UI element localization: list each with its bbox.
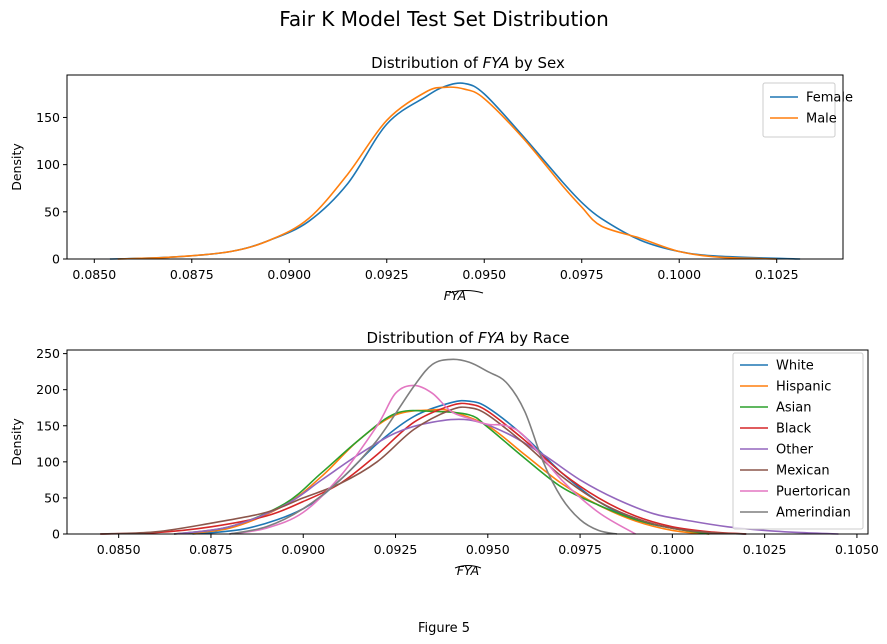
x-tick-label-race: 0.1000 xyxy=(650,542,694,557)
y-tick-label-race: 250 xyxy=(36,346,60,361)
legend-frame-race xyxy=(732,352,864,530)
subplot-sex-title-symbol: FYA xyxy=(483,54,510,72)
x-tick-label-sex: 0.0850 xyxy=(72,267,116,282)
y-tick-label-sex: 0 xyxy=(52,252,60,267)
legend-label-mexican: Mexican xyxy=(776,464,830,479)
series-line-sex-female xyxy=(109,82,801,260)
x-tick-label-sex: 0.1025 xyxy=(755,267,799,282)
subplot-race-title-symbol: FYA xyxy=(478,329,505,347)
legend-label-asian: Asian xyxy=(776,401,811,416)
y-tick-label-race: 0 xyxy=(52,527,60,542)
x-tick-label-race: 0.0850 xyxy=(97,542,141,557)
subplot-sex-title: Distribution of FYA by Sex xyxy=(371,54,565,72)
legend-label-male: Male xyxy=(806,112,837,127)
series-line-race-amerindian xyxy=(229,358,618,535)
legend-label-other: Other xyxy=(776,443,814,458)
x-tick-label-race: 0.0925 xyxy=(374,542,418,557)
subplot-sex-frame xyxy=(66,74,844,260)
series-line-race-asian xyxy=(173,409,710,535)
y-tick-label-sex: 100 xyxy=(36,157,60,172)
x-tick-label-sex: 0.0950 xyxy=(462,267,506,282)
x-tick-label-race: 0.0875 xyxy=(189,542,233,557)
subplot-sex: Distribution of FYA by Sex 0.0850 0.0875 0… xyxy=(9,54,853,303)
legend-label-black: Black xyxy=(776,422,812,437)
subplot-race-title: Distribution of FYA by Race xyxy=(366,329,569,347)
subplot-sex-ylabel: Density xyxy=(9,143,24,191)
y-tick-label-race: 200 xyxy=(36,382,60,397)
x-tick-label-sex: 0.0925 xyxy=(365,267,409,282)
figure-caption: Figure 5 xyxy=(418,621,470,636)
subplot-race-ylabel: Density xyxy=(9,418,24,466)
subplot-sex-xlabel: FYA xyxy=(444,288,466,303)
series-line-race-black xyxy=(100,402,747,535)
subplot-race-legend: White Hispanic Asian Black Other Mexican Puert… xyxy=(732,352,864,530)
y-tick-label-race: 50 xyxy=(44,490,60,505)
legend-label-amerindian: Amerindian xyxy=(776,506,851,521)
series-line-sex-male xyxy=(117,86,777,260)
x-tick-label-race: 0.1025 xyxy=(743,542,787,557)
subplot-race-xlabel-hat xyxy=(454,565,482,569)
x-tick-label-sex: 0.0875 xyxy=(170,267,214,282)
x-tick-label-sex: 0.0900 xyxy=(267,267,311,282)
legend-label-puertorican: Puertorican xyxy=(776,485,851,500)
subplot-race: Distribution of FYA by Race 0.0850 0.0875… xyxy=(9,329,879,578)
legend-label-white: White xyxy=(776,359,814,374)
subplot-sex-xlabel-hat xyxy=(448,290,484,294)
y-tick-label-race: 150 xyxy=(36,418,60,433)
y-tick-label-sex: 150 xyxy=(36,110,60,125)
x-tick-label-sex: 0.0975 xyxy=(560,267,604,282)
subplot-race-xlabel: FYA xyxy=(457,563,479,578)
legend-label-hispanic: Hispanic xyxy=(776,380,831,395)
subplot-race-frame xyxy=(66,349,869,535)
subplot-sex-legend: Female Male xyxy=(762,82,853,138)
y-tick-label-race: 100 xyxy=(36,454,60,469)
x-tick-label-sex: 0.1000 xyxy=(657,267,701,282)
x-tick-label-race: 0.0950 xyxy=(466,542,510,557)
legend-label-female: Female xyxy=(806,91,853,106)
series-line-race-mexican xyxy=(100,406,747,535)
x-tick-label-race: 0.0975 xyxy=(558,542,602,557)
y-tick-label-sex: 50 xyxy=(44,204,60,219)
figure-suptitle: Fair K Model Test Set Distribution xyxy=(279,7,609,31)
x-tick-label-race: 0.0900 xyxy=(281,542,325,557)
x-tick-label-race: 0.1050 xyxy=(835,542,879,557)
